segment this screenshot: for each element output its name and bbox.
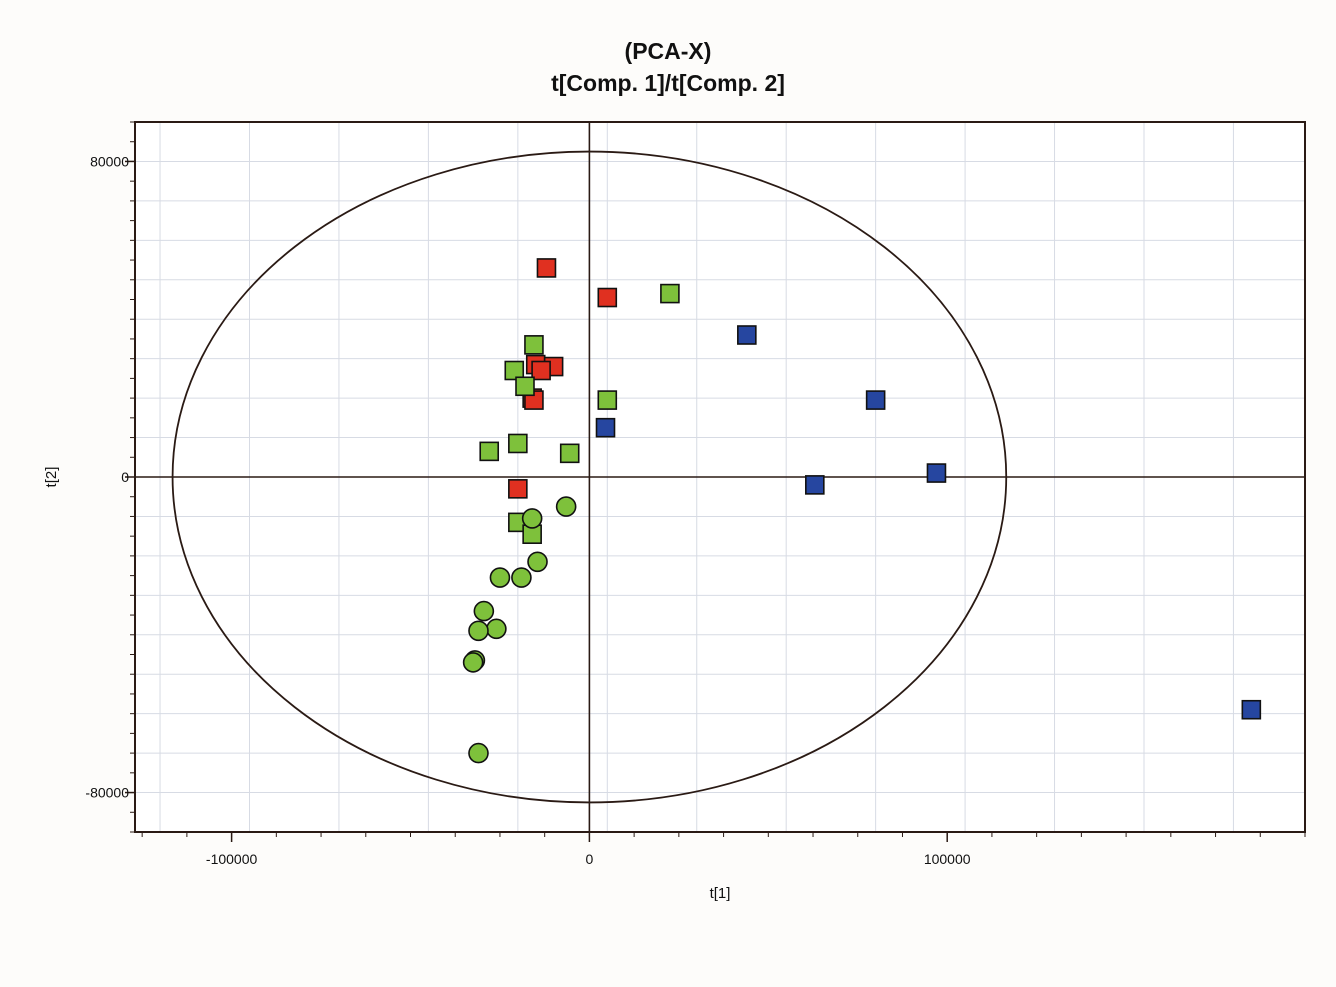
data-point-square: [737, 325, 757, 345]
data-point-square: [504, 360, 525, 381]
data-point-circle: [462, 652, 484, 673]
data-point-circle: [527, 551, 548, 573]
y-axis-label: t[2]: [43, 467, 60, 488]
data-point-circle: [486, 618, 507, 640]
data-point-square: [595, 417, 616, 438]
data-point-square: [597, 390, 618, 410]
data-point-square: [597, 287, 618, 308]
chart-title: (PCA-X): [624, 38, 712, 64]
data-point-square: [479, 441, 500, 462]
data-point-square: [660, 283, 680, 304]
data-point-square: [508, 479, 528, 499]
y-tick-label: -80000: [85, 785, 129, 801]
data-point-square: [536, 258, 557, 278]
data-point-square: [531, 360, 551, 381]
hotelling-ellipse: [171, 150, 1008, 804]
y-tick-label: 80000: [90, 153, 129, 169]
data-point-square: [508, 433, 528, 454]
y-tick-label: 0: [121, 469, 129, 485]
data-point-square: [926, 463, 947, 483]
data-point-square: [865, 390, 886, 410]
chart-subtitle: t[Comp. 1]/t[Comp. 2]: [551, 70, 785, 96]
data-point-circle: [468, 620, 489, 642]
data-point-square: [559, 443, 580, 464]
data-point-circle: [468, 742, 489, 764]
data-point-square: [1241, 699, 1262, 720]
data-point-circle: [473, 600, 495, 622]
data-point-square: [524, 335, 544, 355]
data-point-circle: [521, 508, 543, 529]
x-tick-label: -100000: [206, 851, 258, 867]
data-point-circle: [511, 567, 532, 588]
data-point-circle: [489, 567, 511, 588]
data-point-circle: [555, 496, 577, 517]
data-point-square: [805, 475, 825, 495]
x-axis-label: t[1]: [710, 885, 731, 902]
data-point-square: [515, 376, 535, 397]
x-tick-label: 100000: [924, 851, 971, 867]
x-tick-label: 0: [586, 851, 594, 867]
